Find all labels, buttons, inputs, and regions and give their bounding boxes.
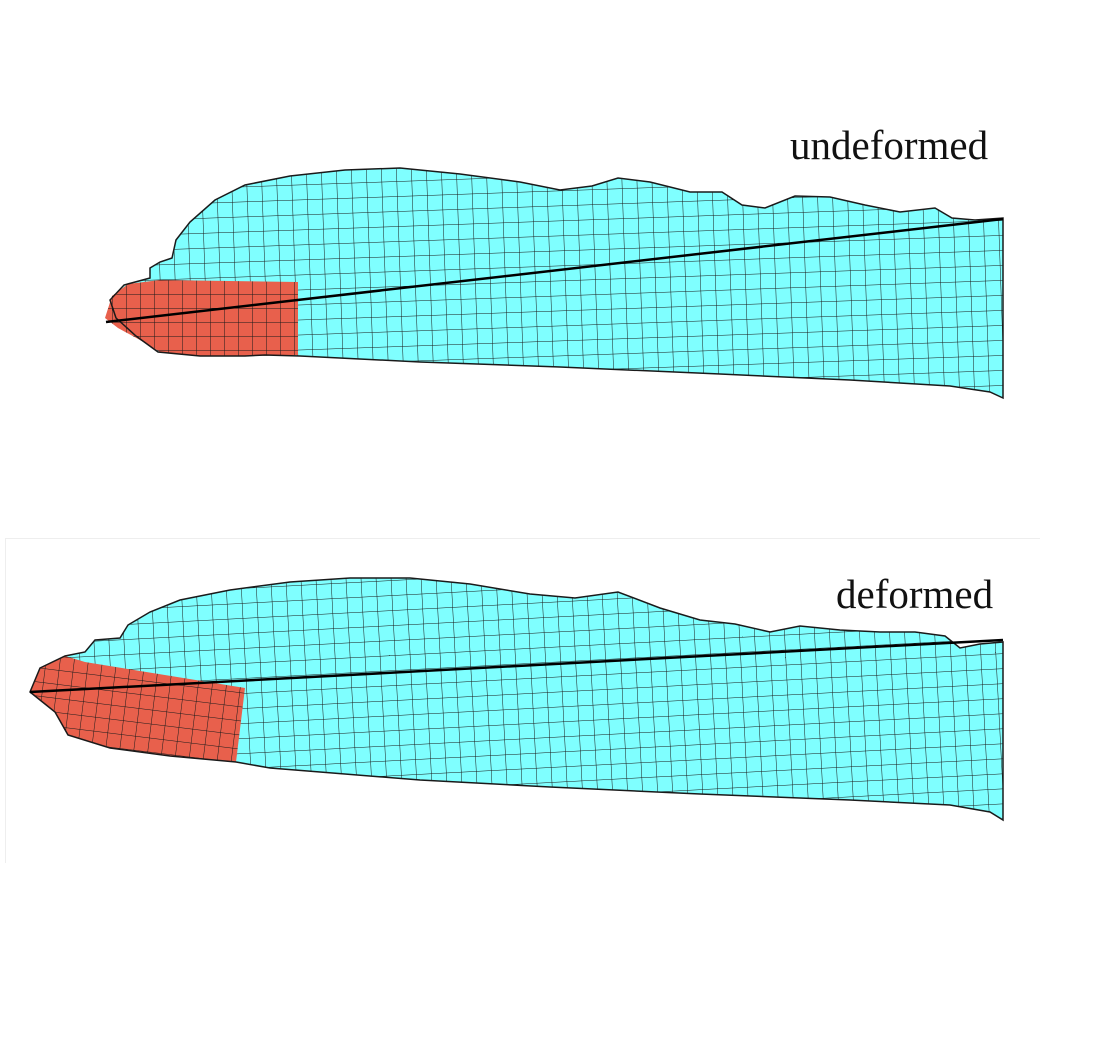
lower-panel-frame — [5, 538, 1040, 863]
deformed-mesh — [29, 577, 1004, 822]
deformed-label: deformed — [836, 571, 994, 617]
undeformed-label: undeformed — [790, 122, 989, 168]
undeformed-axis-line — [105, 217, 1004, 324]
deformed-axis-line — [29, 638, 1004, 694]
undeformed-mesh — [105, 167, 1004, 400]
